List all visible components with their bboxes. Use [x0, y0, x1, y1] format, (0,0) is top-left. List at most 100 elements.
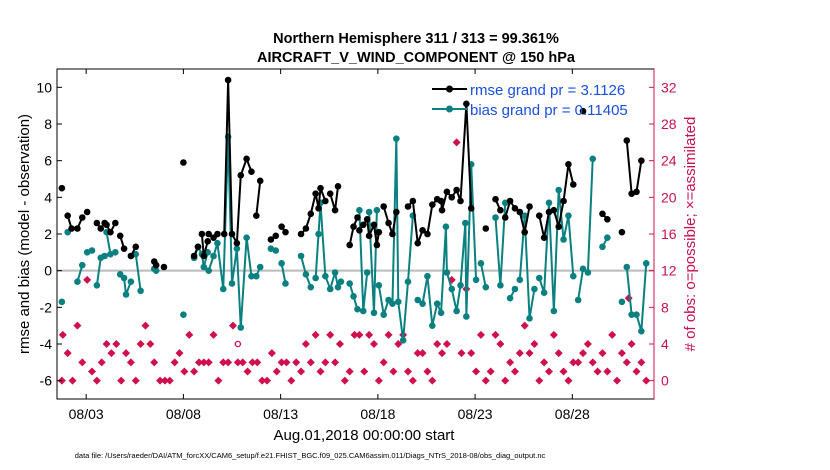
assimilated-count-marker: [481, 376, 490, 385]
rmse-point: [555, 223, 563, 230]
assimilated-count-marker: [263, 376, 272, 385]
bias-line-segment: [280, 263, 287, 284]
assimilated-count-marker: [175, 349, 184, 358]
bias-point: [237, 324, 245, 331]
bias-line-segment: [586, 158, 594, 273]
bias-point: [394, 298, 402, 306]
rmse-point: [623, 137, 631, 144]
y-right-tick-label: 24: [661, 153, 677, 169]
bias-point: [535, 274, 543, 282]
y-right-tick-label: 20: [661, 189, 677, 205]
rmse-point: [256, 177, 264, 185]
assimilated-count-marker: [131, 376, 140, 385]
y-right-tick-label: 16: [661, 226, 677, 242]
assimilated-count-marker: [549, 330, 558, 339]
assimilated-count-marker: [83, 275, 92, 284]
y-axis-label: rmse and bias (model - observation): [16, 114, 33, 354]
bias-point: [482, 283, 490, 291]
bias-point: [152, 267, 160, 274]
assimilated-count-marker: [117, 376, 126, 385]
assimilated-count-marker: [63, 349, 72, 358]
rmse-point: [315, 205, 322, 212]
bias-point: [243, 234, 250, 241]
assimilated-count-marker: [277, 358, 286, 367]
bias-point: [137, 287, 144, 295]
assimilated-count-marker: [233, 358, 242, 367]
rmse-line-segment: [382, 206, 398, 235]
rmse-point: [511, 205, 519, 212]
plot-area: [57, 69, 654, 399]
bias-point: [180, 311, 187, 318]
assimilated-count-marker: [544, 367, 553, 376]
bias-point: [448, 285, 456, 293]
legend-rmse-marker: [446, 85, 453, 93]
bias-point: [112, 249, 119, 256]
assimilated-count-marker: [331, 358, 340, 367]
rmse-point: [540, 234, 548, 241]
rmse-point: [312, 190, 319, 197]
assimilated-count-marker: [287, 376, 296, 385]
assimilated-count-marker: [126, 358, 135, 367]
assimilated-count-marker: [306, 358, 315, 367]
bias-line-segment: [207, 135, 253, 329]
rmse-point: [438, 206, 446, 214]
bias-point: [623, 263, 631, 271]
rmse-point: [638, 157, 645, 164]
assimilated-count-marker: [520, 321, 529, 330]
bias-point: [628, 311, 635, 318]
rmse-point: [307, 210, 315, 218]
y-tick-label: 4: [44, 189, 52, 205]
rmse-point: [214, 230, 221, 238]
bias-point: [443, 269, 451, 276]
bias-point: [337, 278, 345, 285]
rmse-point: [599, 210, 606, 218]
rmse-point: [152, 261, 160, 269]
rmse-point: [437, 197, 445, 205]
bias-point: [516, 276, 524, 284]
rmse-point: [560, 197, 567, 205]
bias-point: [389, 300, 396, 307]
bias-point: [256, 263, 264, 271]
rmse-point: [365, 232, 373, 240]
assimilated-count-marker: [297, 367, 306, 376]
assimilated-count-marker: [316, 367, 325, 376]
bias-point: [393, 135, 400, 142]
assimilated-count-marker: [404, 367, 413, 376]
assimilated-count-marker: [58, 330, 67, 339]
bias-point: [604, 234, 611, 241]
bias-point: [375, 282, 383, 289]
bias-point: [219, 285, 227, 293]
bias-point: [58, 298, 66, 306]
rmse-point: [579, 107, 587, 115]
y-tick-label: 0: [44, 263, 52, 279]
rmse-point: [132, 243, 140, 251]
x-axis-label: Aug.01,2018 00:00:00 start: [274, 427, 456, 444]
rmse-point: [604, 216, 611, 223]
rmse-point: [194, 243, 202, 251]
rmse-point: [64, 212, 71, 219]
rmse-line-segment: [538, 163, 575, 239]
bias-point: [521, 212, 528, 219]
assimilated-count-marker: [452, 138, 461, 147]
x-tick-label: 08/03: [69, 406, 104, 422]
assimilated-count-marker: [258, 376, 267, 385]
assimilated-count-marker: [160, 376, 169, 385]
bias-point: [463, 313, 470, 320]
bias-point: [457, 282, 464, 289]
bias-line-segment: [134, 254, 142, 291]
x-tick-label: 08/13: [263, 406, 298, 422]
assimilated-count-marker: [360, 367, 369, 376]
x-tick-label: 08/23: [458, 406, 493, 422]
bias-point: [574, 296, 582, 304]
legend-bias-label: bias grand pr = 0.11405: [470, 102, 628, 119]
rmse-point: [409, 197, 417, 205]
rmse-point: [373, 241, 381, 249]
assimilated-count-marker: [311, 330, 320, 339]
obs-count-markers: [57, 138, 651, 385]
assimilated-count-marker: [326, 330, 335, 339]
rmse-point: [463, 100, 470, 108]
bias-point: [433, 300, 441, 307]
bias-point: [359, 307, 367, 315]
assimilated-count-marker: [292, 358, 301, 367]
rmse-point: [350, 223, 357, 230]
